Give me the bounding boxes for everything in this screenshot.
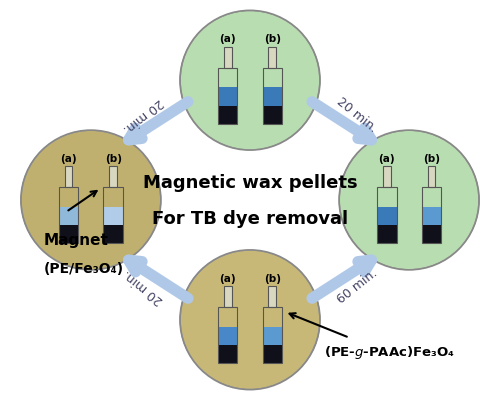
Bar: [262, 69, 282, 124]
Text: 60 min.: 60 min.: [334, 266, 380, 306]
Bar: [104, 207, 123, 244]
Bar: [262, 106, 282, 124]
Text: (b): (b): [264, 34, 281, 44]
Text: For TB dye removal: For TB dye removal: [152, 209, 348, 227]
Text: (PE-$g$-PAAc)Fe₃O₄: (PE-$g$-PAAc)Fe₃O₄: [324, 343, 454, 360]
Bar: [428, 167, 436, 188]
Text: (b): (b): [423, 154, 440, 164]
Bar: [104, 226, 123, 244]
Text: (b): (b): [105, 154, 122, 164]
Ellipse shape: [180, 11, 320, 151]
Text: 20 min.: 20 min.: [120, 95, 166, 135]
Bar: [218, 106, 238, 124]
Text: Magnetic wax pellets: Magnetic wax pellets: [142, 174, 358, 192]
Bar: [64, 167, 72, 188]
Bar: [422, 226, 442, 244]
Text: 20 min.: 20 min.: [334, 95, 380, 135]
Text: (a): (a): [60, 154, 77, 164]
Bar: [422, 207, 442, 244]
Ellipse shape: [339, 131, 479, 270]
Text: Magnet: Magnet: [44, 233, 108, 248]
Bar: [262, 308, 282, 363]
Bar: [218, 308, 238, 363]
Text: 20 min.: 20 min.: [120, 266, 166, 306]
Bar: [262, 345, 282, 363]
Bar: [422, 188, 442, 244]
Bar: [224, 287, 232, 308]
Bar: [218, 69, 238, 124]
Text: (b): (b): [264, 273, 281, 283]
Bar: [218, 88, 238, 124]
Bar: [58, 207, 78, 244]
Bar: [262, 88, 282, 124]
Bar: [268, 287, 276, 308]
Bar: [377, 207, 396, 244]
Bar: [377, 226, 396, 244]
Bar: [224, 48, 232, 69]
Bar: [262, 327, 282, 363]
Text: (PE/Fe₃O₄): (PE/Fe₃O₄): [44, 261, 124, 275]
Bar: [110, 167, 117, 188]
Text: (a): (a): [220, 273, 236, 283]
Ellipse shape: [21, 131, 161, 270]
Bar: [218, 345, 238, 363]
Bar: [218, 327, 238, 363]
Bar: [268, 48, 276, 69]
Bar: [58, 226, 78, 244]
Ellipse shape: [180, 250, 320, 390]
Text: (a): (a): [378, 154, 395, 164]
Bar: [377, 188, 396, 244]
Bar: [58, 188, 78, 244]
Text: (a): (a): [220, 34, 236, 44]
Bar: [383, 167, 390, 188]
Bar: [104, 188, 123, 244]
